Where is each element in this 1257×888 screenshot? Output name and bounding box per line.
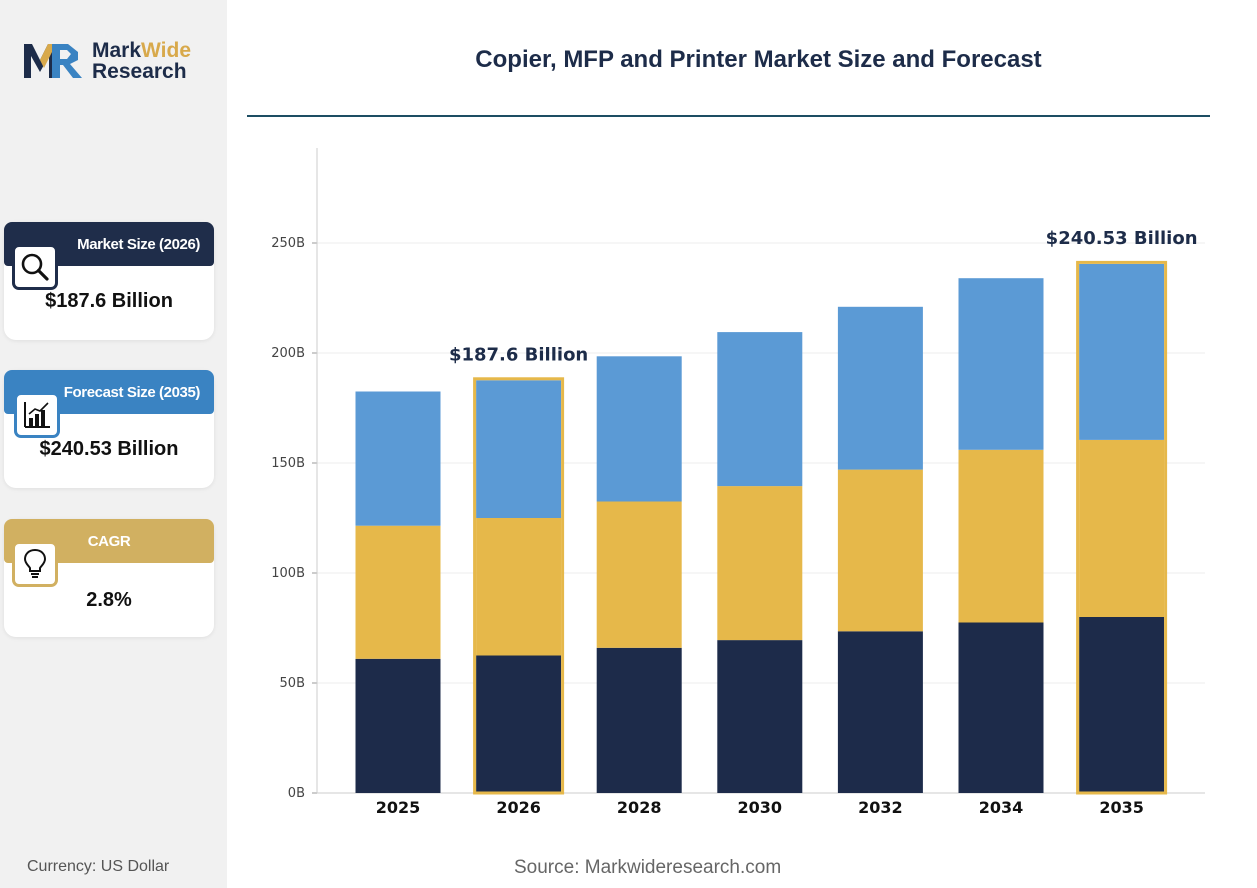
brand-name-part2: Wide xyxy=(141,39,192,62)
bar-segment xyxy=(717,640,803,793)
magnifier-icon xyxy=(12,244,58,290)
bar-segment xyxy=(717,486,803,641)
source-note: Source: Markwideresearch.com xyxy=(514,857,782,878)
bar-segment xyxy=(958,278,1044,450)
chart-title: Copier, MFP and Printer Market Size and … xyxy=(475,46,1042,73)
bar-segment xyxy=(837,631,923,793)
bar-segment xyxy=(355,658,441,793)
brand-logo: MarkWide Research xyxy=(22,40,212,86)
bar-chart-icon xyxy=(14,392,60,438)
bar-segment xyxy=(476,518,562,656)
bar-segment xyxy=(1079,439,1165,617)
logo-mark-icon xyxy=(24,44,82,78)
forecast-size-card-value: $240.53 Billion xyxy=(39,438,179,460)
y-tick-label: 100B xyxy=(271,566,305,581)
bar-segment xyxy=(596,356,682,502)
x-tick-label: 2035 xyxy=(1099,798,1144,817)
x-tick-label: 2032 xyxy=(858,798,903,817)
bar-segment xyxy=(958,449,1044,623)
forecast-size-card: Forecast Size (2035) $240.53 Billion xyxy=(4,370,214,488)
data-label: $187.6 Billion xyxy=(449,344,588,365)
x-tick-label: 2026 xyxy=(496,798,541,817)
bar-segment xyxy=(355,391,441,526)
x-tick-label: 2028 xyxy=(617,798,662,817)
bar-segment xyxy=(837,469,923,632)
market-size-card: Market Size (2026) $187.6 Billion xyxy=(4,222,214,340)
bar-segment xyxy=(596,501,682,648)
bar-segment xyxy=(1079,617,1165,793)
y-tick-label: 50B xyxy=(280,676,305,691)
title-divider xyxy=(247,115,1210,117)
data-label: $240.53 Billion xyxy=(1046,228,1198,249)
lightbulb-icon xyxy=(12,541,58,587)
bar-segment xyxy=(958,622,1044,793)
market-size-card-value: $187.6 Billion xyxy=(45,290,173,312)
x-tick-label: 2034 xyxy=(979,798,1024,817)
cagr-card: CAGR 2.8% xyxy=(4,519,214,637)
y-tick-label: 150B xyxy=(271,456,305,471)
brand-name-line2: Research xyxy=(92,60,187,83)
y-tick-label: 0B xyxy=(288,786,305,801)
y-tick-label: 250B xyxy=(271,236,305,251)
highlight-outline xyxy=(1076,260,1168,795)
bar-segment xyxy=(476,380,562,518)
currency-note: Currency: US Dollar xyxy=(27,858,170,875)
bar-segment xyxy=(476,655,562,793)
sidebar: MarkWide Research Market Size (2026) $18… xyxy=(0,0,227,888)
brand-name: MarkWide Research xyxy=(92,40,191,82)
bar-segment xyxy=(596,647,682,793)
bar-segment xyxy=(1079,263,1165,440)
x-tick-label: 2025 xyxy=(376,798,421,817)
y-tick-label: 200B xyxy=(271,346,305,361)
cagr-card-value: 2.8% xyxy=(86,589,132,611)
bar-segment xyxy=(717,332,803,487)
x-tick-label: 2030 xyxy=(738,798,783,817)
bar-segment xyxy=(837,306,923,470)
highlight-outline xyxy=(473,377,565,795)
bar-segment xyxy=(355,525,441,659)
brand-name-part1: Mark xyxy=(92,39,142,62)
